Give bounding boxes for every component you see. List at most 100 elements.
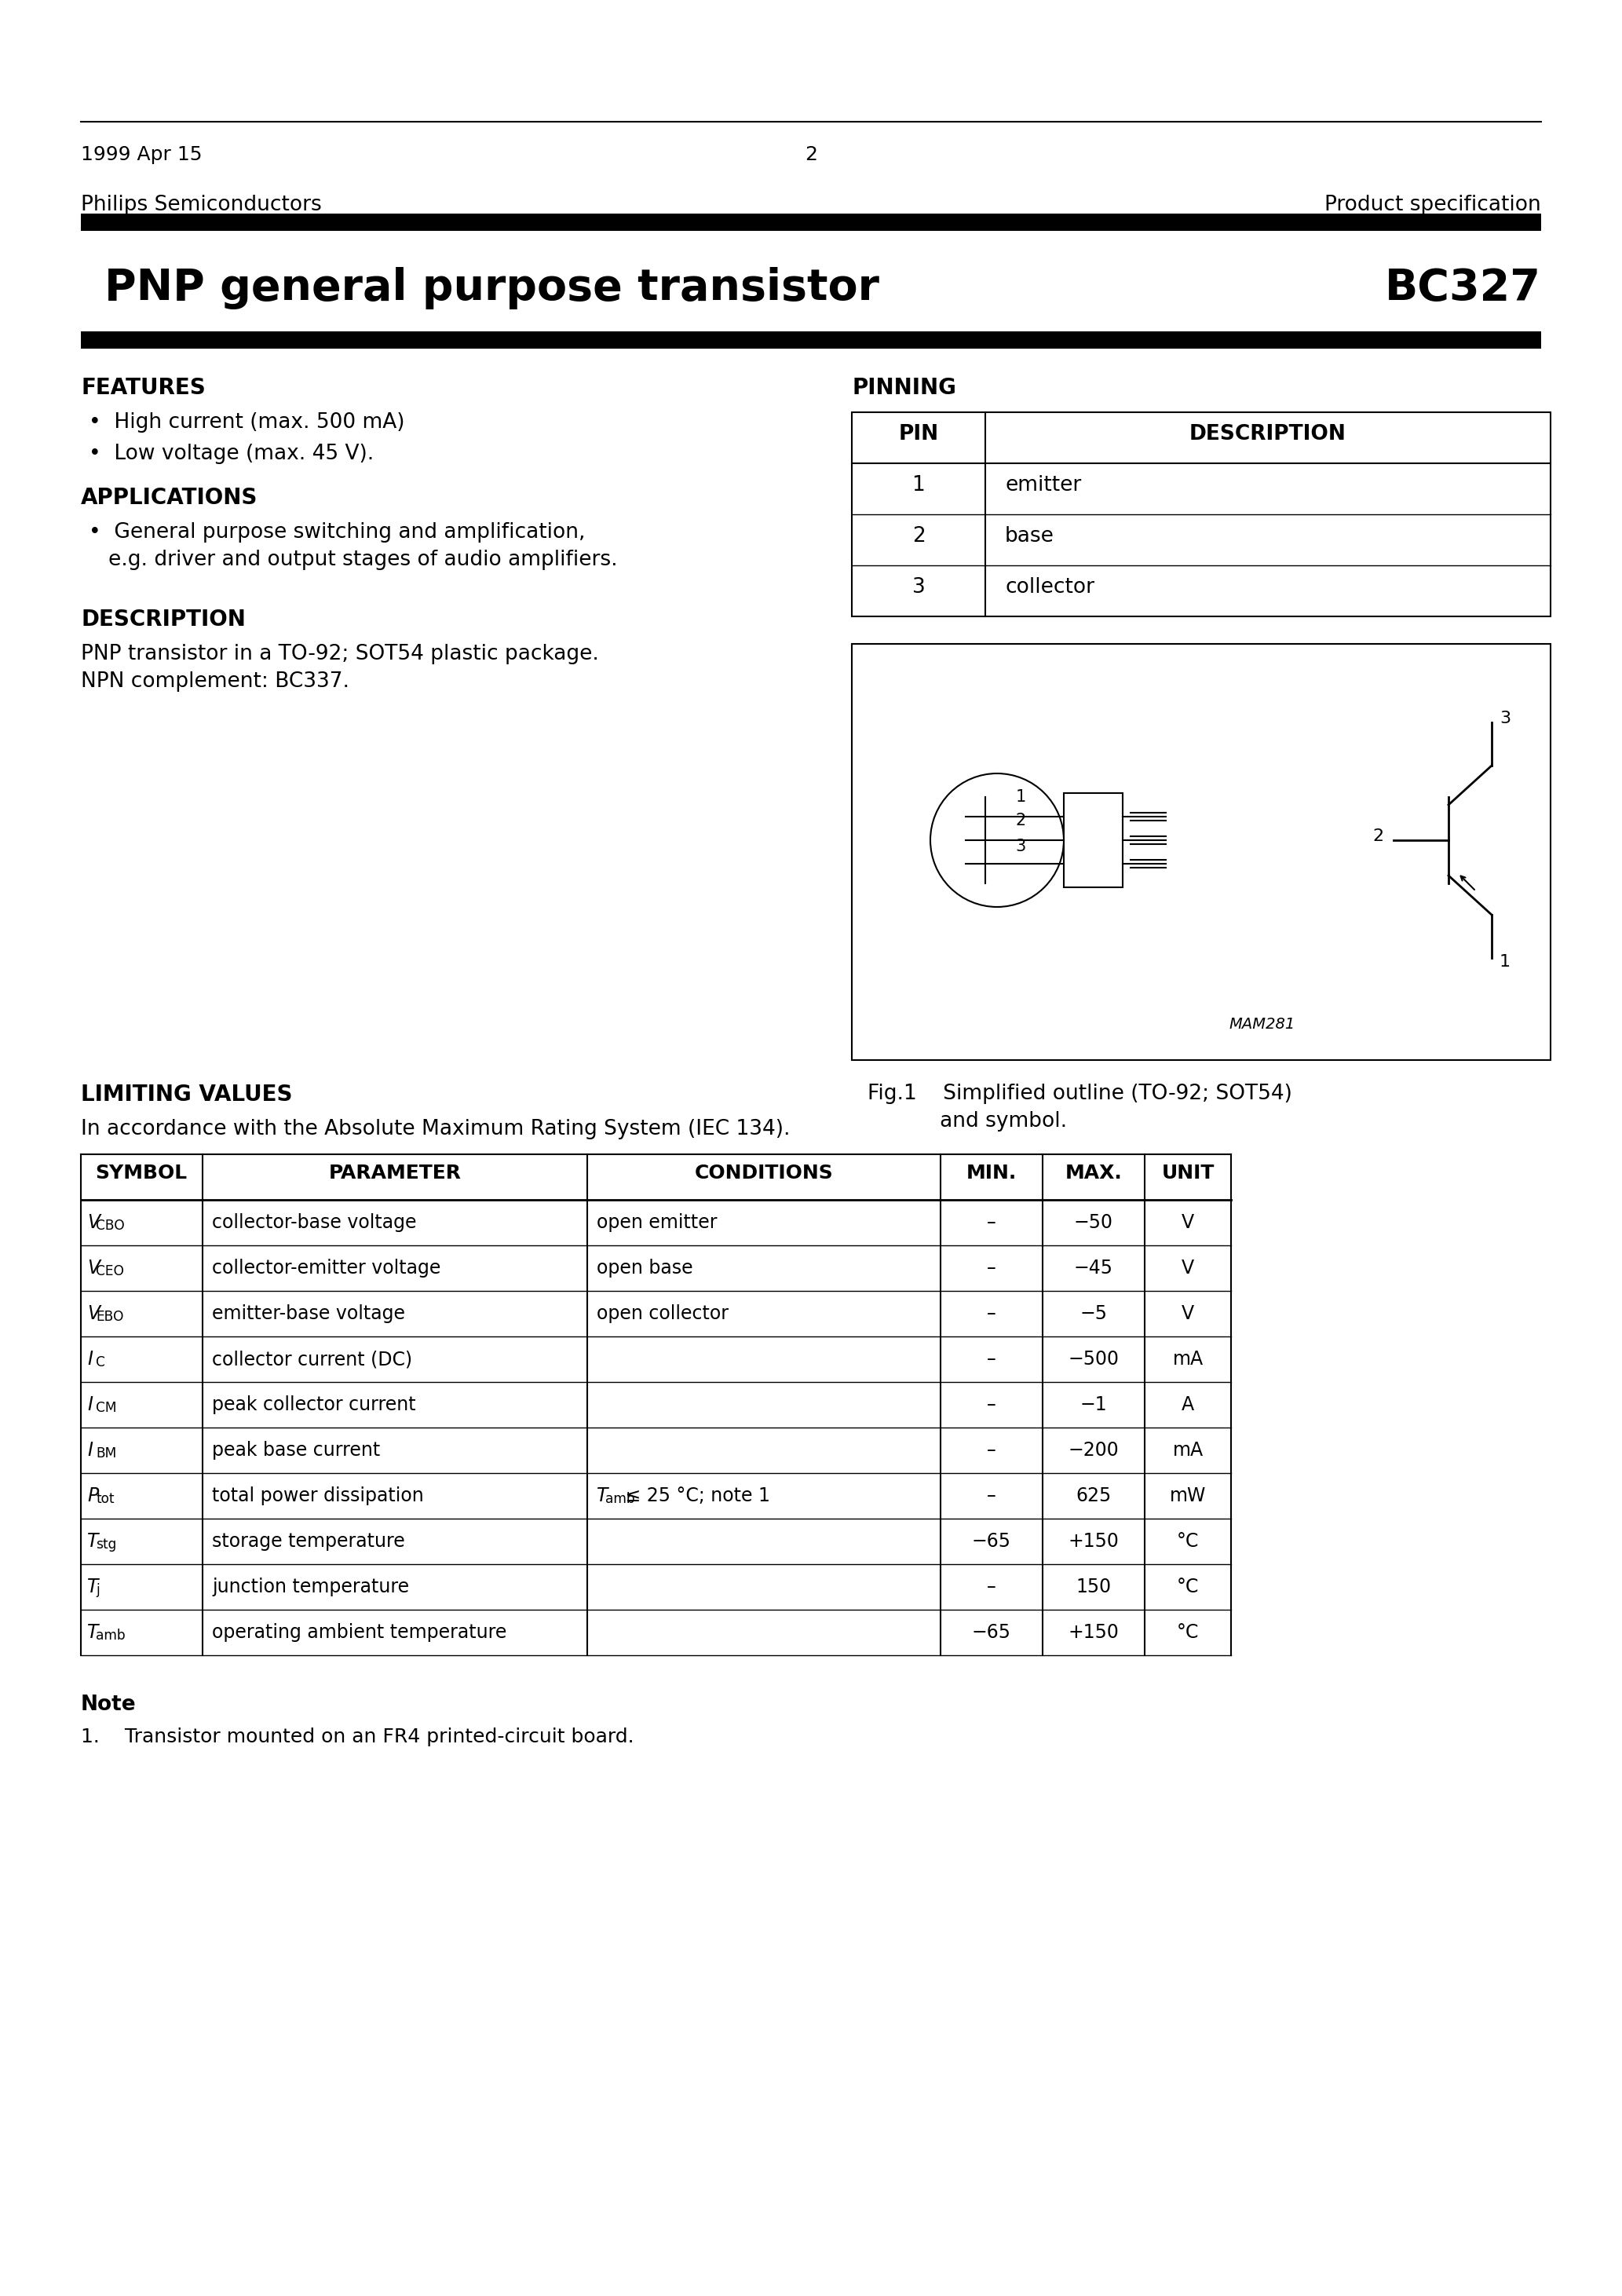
Bar (81, 331, 1541, 349)
Text: open base: open base (597, 1258, 693, 1277)
Text: –: – (986, 1258, 996, 1277)
Text: V: V (88, 1212, 101, 1233)
Text: PIN: PIN (899, 425, 939, 445)
Text: DESCRIPTION: DESCRIPTION (81, 608, 245, 631)
Text: 1: 1 (912, 475, 925, 496)
Text: mA: mA (1173, 1350, 1204, 1368)
Text: MAM281: MAM281 (1229, 1017, 1294, 1031)
Text: collector current (DC): collector current (DC) (212, 1350, 412, 1368)
Text: Note: Note (81, 1694, 136, 1715)
Text: ≤ 25 °C; note 1: ≤ 25 °C; note 1 (620, 1486, 770, 1506)
Text: –: – (986, 1577, 996, 1596)
Text: peak base current: peak base current (212, 1442, 380, 1460)
Text: C: C (96, 1355, 105, 1371)
Text: –: – (986, 1350, 996, 1368)
Text: emitter: emitter (1006, 475, 1082, 496)
Text: −500: −500 (1069, 1350, 1119, 1368)
Text: I: I (88, 1396, 92, 1414)
Text: DESCRIPTION: DESCRIPTION (1189, 425, 1346, 445)
Text: SYMBOL: SYMBOL (96, 1164, 187, 1182)
Text: amb: amb (96, 1628, 125, 1644)
Text: –: – (986, 1304, 996, 1322)
Text: collector-emitter voltage: collector-emitter voltage (212, 1258, 441, 1277)
Text: –: – (986, 1486, 996, 1506)
Text: BC327: BC327 (1385, 266, 1541, 310)
Text: LIMITING VALUES: LIMITING VALUES (81, 1084, 292, 1107)
Text: APPLICATIONS: APPLICATIONS (81, 487, 258, 510)
Text: CONDITIONS: CONDITIONS (694, 1164, 834, 1182)
Text: base: base (1006, 526, 1054, 546)
Text: open emitter: open emitter (597, 1212, 717, 1233)
Text: stg: stg (96, 1538, 117, 1552)
Text: 2: 2 (912, 526, 925, 546)
Text: −50: −50 (1074, 1212, 1113, 1233)
Text: EBO: EBO (96, 1311, 123, 1325)
Text: mW: mW (1169, 1486, 1207, 1506)
Bar (852, 413, 1551, 615)
Text: −45: −45 (1074, 1258, 1113, 1277)
Text: open collector: open collector (597, 1304, 728, 1322)
Text: 3: 3 (1015, 838, 1025, 854)
Text: PINNING: PINNING (852, 377, 955, 400)
Text: PNP transistor in a TO-92; SOT54 plastic package.: PNP transistor in a TO-92; SOT54 plastic… (81, 643, 599, 664)
Text: I: I (88, 1350, 92, 1368)
Text: •  Low voltage (max. 45 V).: • Low voltage (max. 45 V). (89, 443, 375, 464)
Text: Fig.1    Simplified outline (TO-92; SOT54): Fig.1 Simplified outline (TO-92; SOT54) (868, 1084, 1293, 1104)
Text: V: V (88, 1304, 101, 1322)
Text: Product specification: Product specification (1325, 195, 1541, 216)
Text: total power dissipation: total power dissipation (212, 1486, 423, 1506)
Text: °C: °C (1176, 1577, 1199, 1596)
Text: 1999 Apr 15: 1999 Apr 15 (81, 145, 203, 163)
Bar (81, 214, 1541, 232)
Text: 3: 3 (1499, 712, 1510, 726)
Text: BM: BM (96, 1446, 117, 1460)
Text: T: T (88, 1577, 99, 1596)
Text: −200: −200 (1069, 1442, 1119, 1460)
Text: operating ambient temperature: operating ambient temperature (212, 1623, 506, 1642)
Text: −1: −1 (1080, 1396, 1108, 1414)
Text: tot: tot (96, 1492, 114, 1506)
Text: FEATURES: FEATURES (81, 377, 206, 400)
Text: V: V (88, 1258, 101, 1277)
Text: A: A (1181, 1396, 1194, 1414)
Text: I: I (88, 1442, 92, 1460)
Text: V: V (1181, 1258, 1194, 1277)
Text: +150: +150 (1069, 1623, 1119, 1642)
Text: °C: °C (1176, 1531, 1199, 1550)
Text: In accordance with the Absolute Maximum Rating System (IEC 134).: In accordance with the Absolute Maximum … (81, 1118, 790, 1139)
Text: emitter-base voltage: emitter-base voltage (212, 1304, 406, 1322)
Text: CBO: CBO (96, 1219, 125, 1233)
Text: V: V (1181, 1304, 1194, 1322)
Text: collector: collector (1006, 576, 1095, 597)
Text: e.g. driver and output stages of audio amplifiers.: e.g. driver and output stages of audio a… (109, 549, 618, 569)
Text: collector-base voltage: collector-base voltage (212, 1212, 417, 1233)
Text: peak collector current: peak collector current (212, 1396, 415, 1414)
Text: °C: °C (1176, 1623, 1199, 1642)
Text: 625: 625 (1075, 1486, 1111, 1506)
Text: 3: 3 (912, 576, 925, 597)
Text: storage temperature: storage temperature (212, 1531, 406, 1550)
Text: T: T (597, 1486, 608, 1506)
Text: MAX.: MAX. (1066, 1164, 1122, 1182)
Text: T: T (88, 1531, 99, 1550)
Text: 2: 2 (805, 145, 817, 163)
Bar (1064, 792, 1122, 886)
Text: −65: −65 (972, 1623, 1011, 1642)
Bar (1131, 813, 1161, 820)
Text: PARAMETER: PARAMETER (329, 1164, 461, 1182)
Text: –: – (986, 1396, 996, 1414)
Text: 150: 150 (1075, 1577, 1111, 1596)
Text: NPN complement: BC337.: NPN complement: BC337. (81, 670, 349, 691)
Text: Philips Semiconductors: Philips Semiconductors (81, 195, 321, 216)
Text: CEO: CEO (96, 1265, 125, 1279)
Text: P: P (88, 1486, 99, 1506)
Text: V: V (1181, 1212, 1194, 1233)
Text: −5: −5 (1080, 1304, 1108, 1322)
Text: 1: 1 (1499, 955, 1510, 969)
Text: PNP general purpose transistor: PNP general purpose transistor (104, 266, 879, 310)
Text: 1.    Transistor mounted on an FR4 printed-circuit board.: 1. Transistor mounted on an FR4 printed-… (81, 1727, 634, 1747)
Text: 2: 2 (1372, 829, 1384, 845)
Bar (852, 643, 1551, 1061)
Bar (1131, 836, 1161, 845)
Text: and symbol.: and symbol. (868, 1111, 1067, 1132)
